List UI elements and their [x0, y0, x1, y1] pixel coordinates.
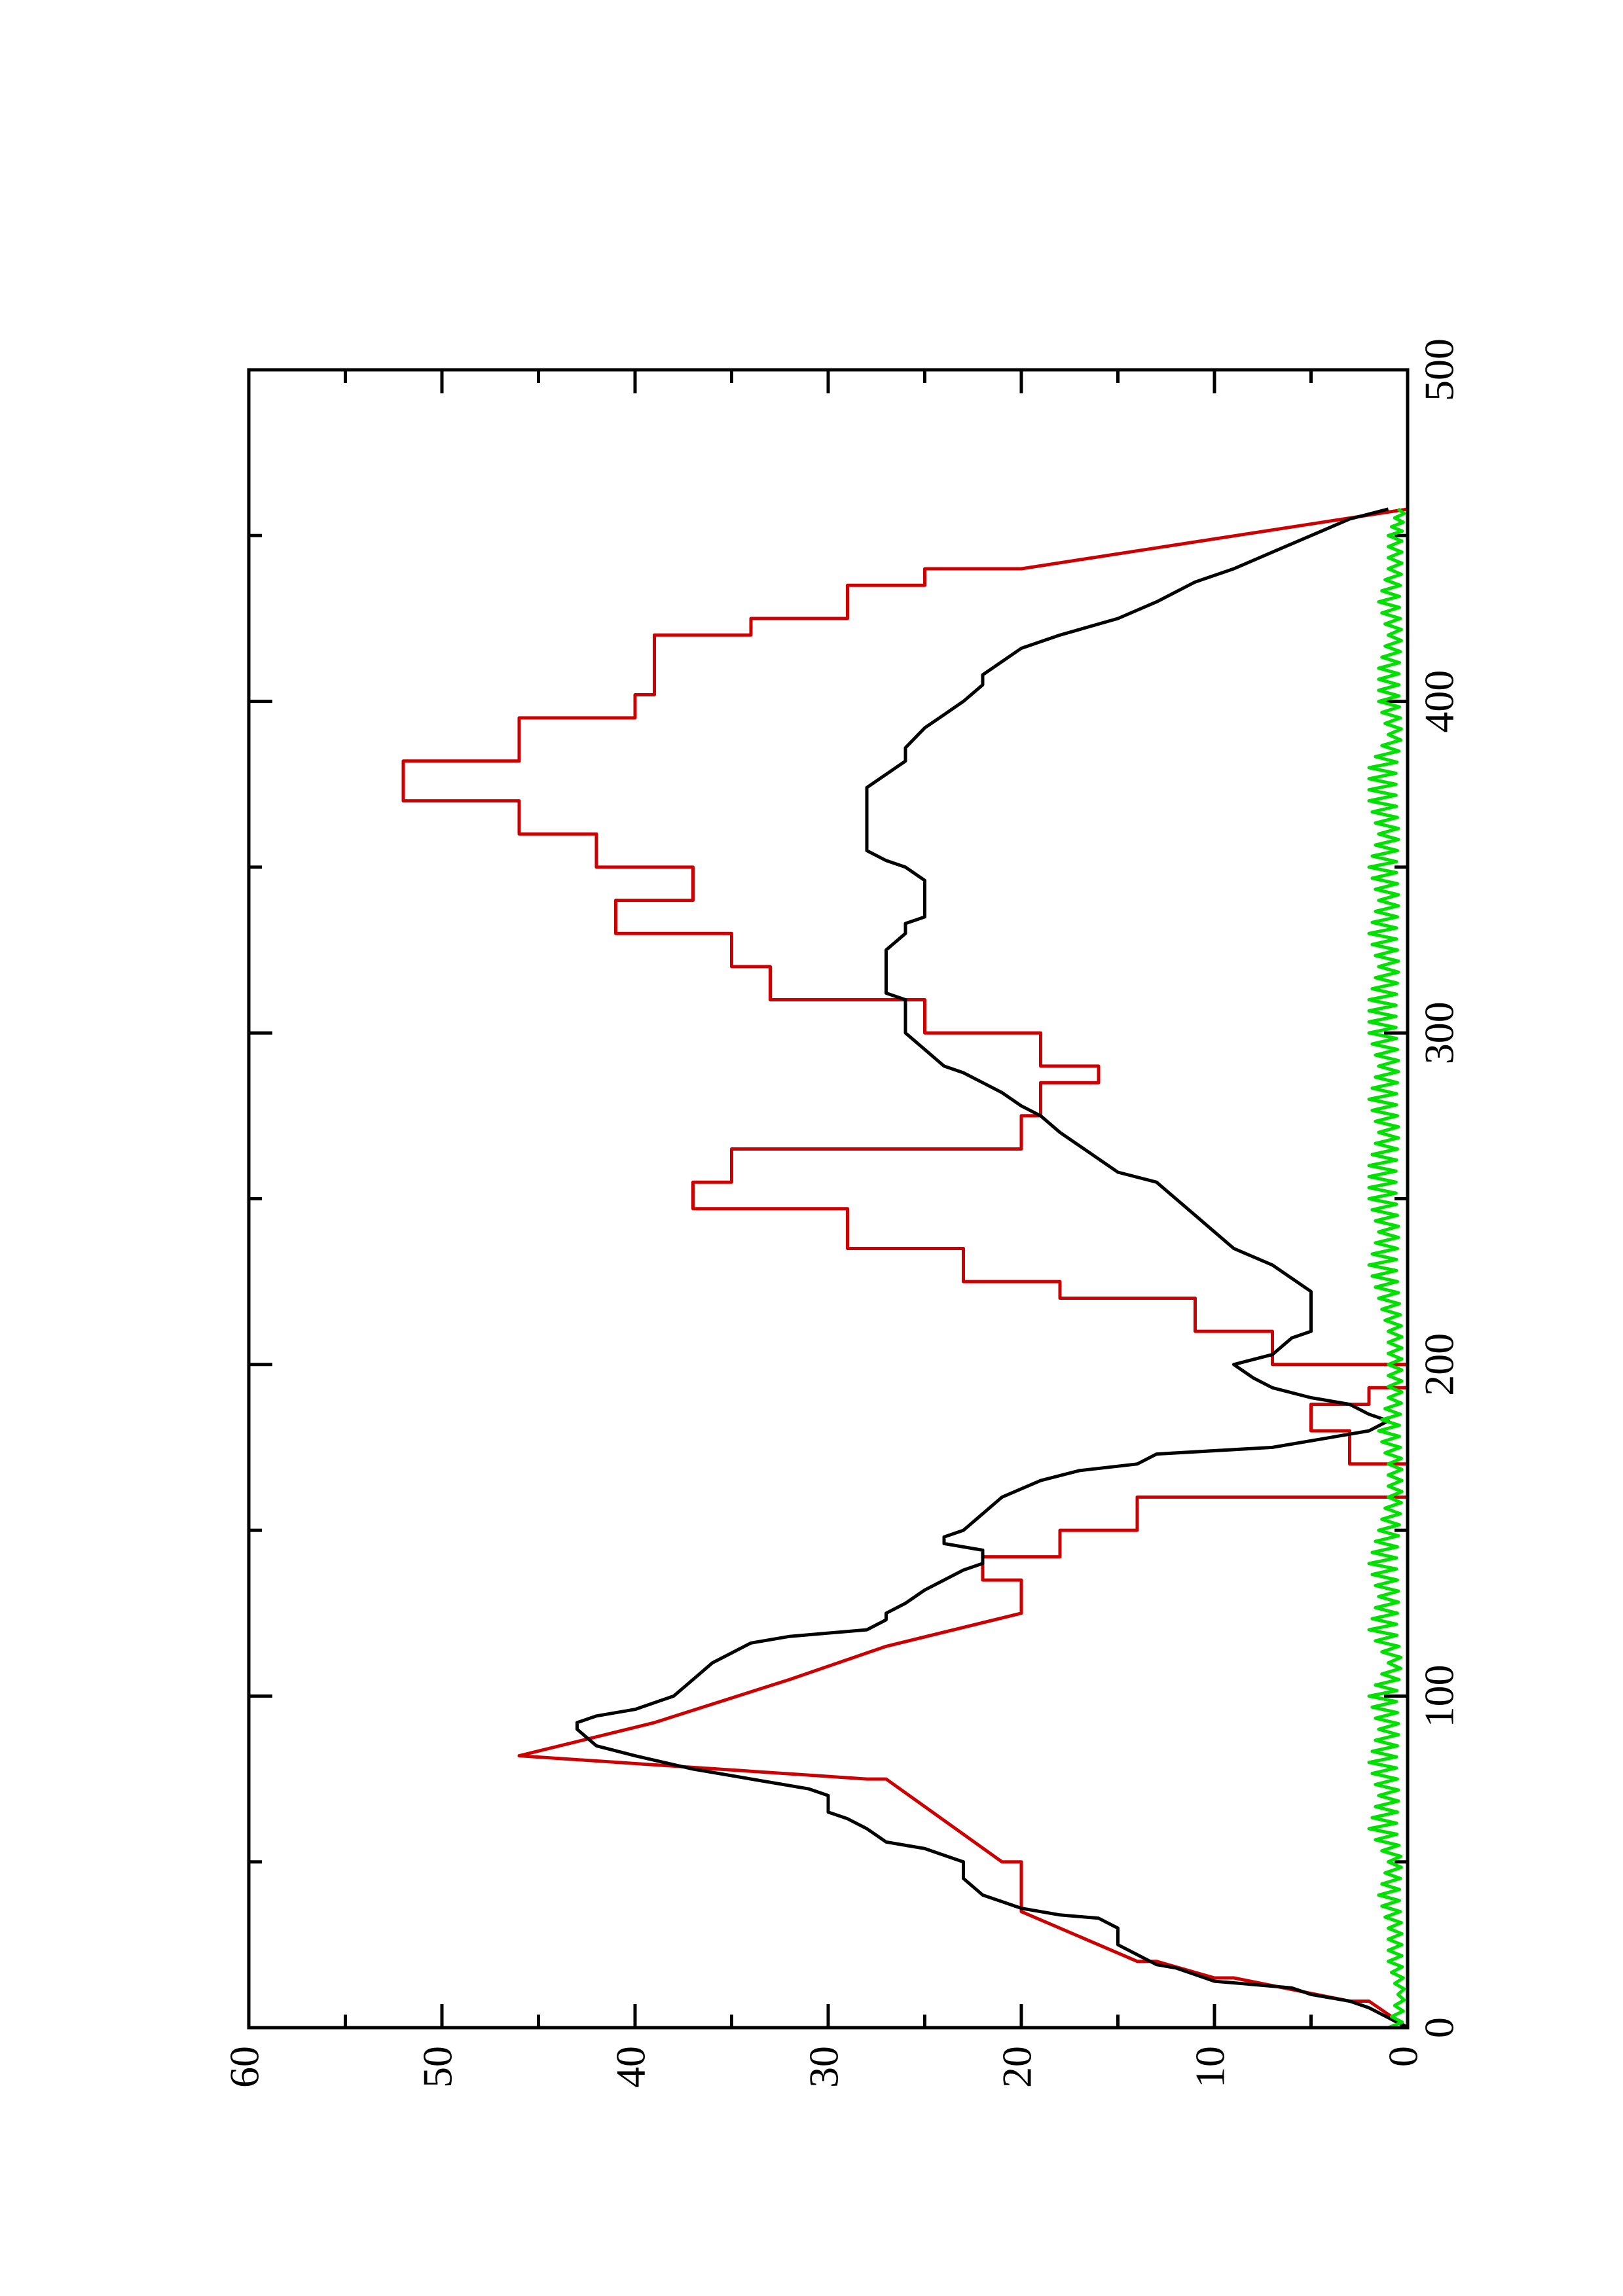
x-tick-label: 200	[1416, 1333, 1463, 1396]
y-tick-label: 20	[994, 2046, 1040, 2088]
y-tick-label: 10	[1187, 2046, 1233, 2088]
series-line-0	[401, 507, 1410, 2030]
x-tick-label: 300	[1416, 1001, 1463, 1064]
x-tick-label: 400	[1416, 670, 1463, 733]
y-tick-label: 40	[608, 2046, 654, 2088]
plot-frame	[247, 368, 1410, 2030]
series-line-2	[1367, 507, 1406, 2030]
x-tick-label: 100	[1416, 1664, 1463, 1727]
y-tick-label: 30	[801, 2046, 847, 2088]
y-tick-label: 50	[414, 2046, 461, 2088]
y-tick-label: 60	[221, 2046, 268, 2088]
tick-labels: 0 100 200 300 400 500 0 10 20 30 40 50 60	[221, 338, 1463, 2088]
series-lines	[401, 507, 1410, 2030]
series-line-1	[575, 507, 1409, 2030]
x-tick-label: 500	[1416, 338, 1463, 401]
x-tick-label: 0	[1416, 2017, 1463, 2038]
y-tick-label: 0	[1380, 2046, 1427, 2067]
